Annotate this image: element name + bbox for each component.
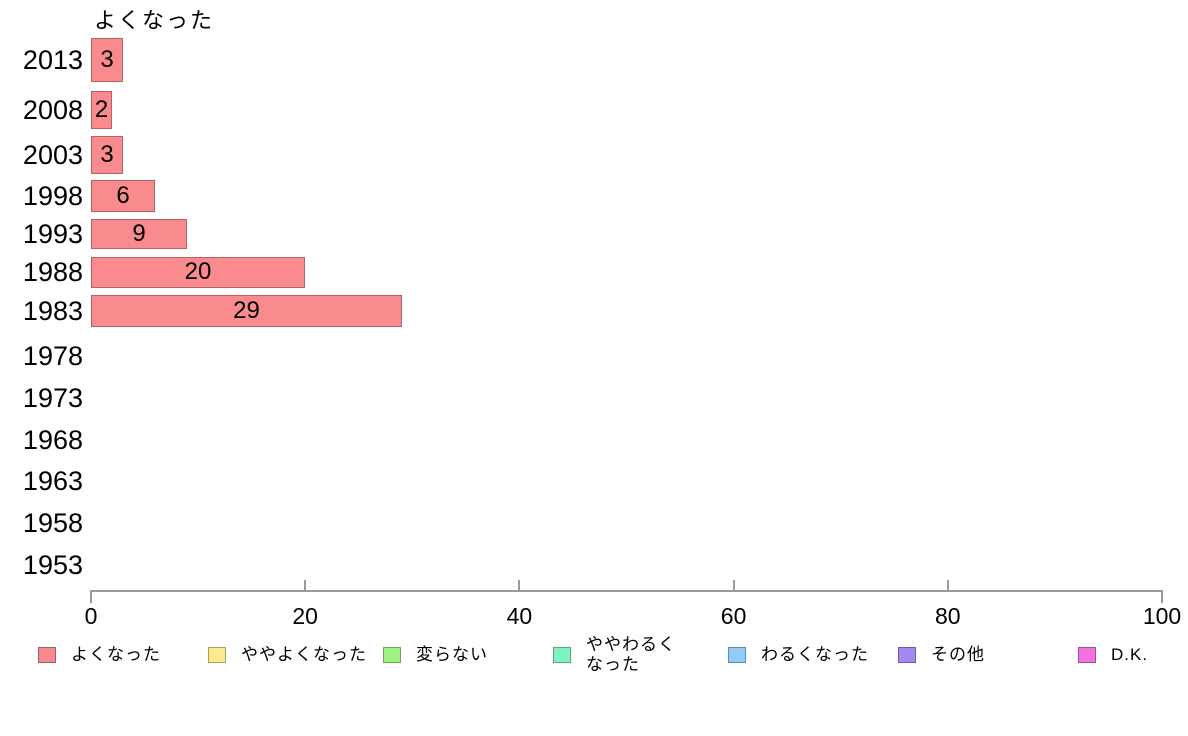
year-label: 1988	[22, 257, 83, 287]
bar-value-label: 29	[233, 297, 260, 324]
legend-swatch	[1078, 647, 1096, 663]
bar-value-label: 20	[184, 258, 212, 285]
bar-value-label: 2	[94, 96, 109, 123]
x-axis-tick	[304, 580, 307, 590]
bar: 6	[91, 180, 155, 212]
legend-item[interactable]: ややわるくなった	[553, 631, 682, 679]
legend-swatch	[898, 647, 916, 663]
legend-label: D.K.	[1111, 644, 1149, 664]
legend-swatch	[208, 647, 226, 663]
bar-value-label: 3	[100, 46, 114, 73]
legend-item[interactable]: よくなった	[38, 631, 161, 679]
bar: 29	[91, 295, 402, 327]
legend-swatch	[38, 647, 56, 663]
year-label: 2013	[22, 45, 83, 75]
year-label: 1963	[22, 466, 83, 496]
x-axis-tick-label: 40	[506, 603, 533, 629]
legend-label: 変らない	[416, 644, 488, 664]
bar-value-label: 6	[116, 182, 130, 209]
legend-swatch	[553, 647, 571, 663]
year-label: 1998	[22, 181, 83, 211]
bar-value-label: 9	[132, 220, 146, 247]
chart-title: よくなった	[94, 8, 215, 33]
year-label: 1953	[22, 550, 83, 580]
legend-item[interactable]: D.K.	[1078, 631, 1148, 679]
year-label: 1968	[22, 425, 83, 455]
legend-swatch	[383, 647, 401, 663]
x-axis-tick-label: 0	[84, 603, 98, 629]
year-label: 1958	[22, 508, 83, 538]
year-label: 1978	[22, 341, 83, 371]
x-axis-tick-label: 60	[720, 603, 747, 629]
legend-item[interactable]: 変らない	[383, 631, 488, 679]
bar: 2	[91, 91, 112, 129]
legend-label: ややわるくなった	[586, 634, 676, 674]
year-label: 1973	[22, 383, 83, 413]
year-label: 1993	[22, 219, 83, 249]
legend-item[interactable]: ややよくなった	[208, 631, 367, 679]
x-axis-line	[91, 590, 1163, 592]
bar: 20	[91, 256, 305, 288]
x-axis-tick	[90, 590, 92, 603]
bar: 3	[91, 136, 123, 174]
bar: 3	[91, 38, 123, 82]
x-axis-tick	[518, 580, 521, 590]
x-axis-tick-label: 20	[292, 603, 318, 629]
legend-label: わるくなった	[761, 644, 869, 664]
legend-swatch	[728, 647, 746, 663]
legend-label: ややよくなった	[241, 644, 367, 664]
year-label: 2003	[22, 140, 83, 170]
x-axis-tick-label: 100	[1142, 603, 1182, 629]
year-label: 2008	[22, 95, 83, 125]
x-axis-tick	[1161, 590, 1163, 603]
legend-label: その他	[931, 644, 985, 664]
x-axis-tick	[946, 580, 949, 590]
bar-value-label: 3	[100, 141, 114, 168]
x-axis-tick-label: 80	[935, 603, 961, 629]
legend-item[interactable]: わるくなった	[728, 631, 869, 679]
x-axis-tick	[732, 580, 735, 590]
legend-item[interactable]: その他	[898, 631, 985, 679]
bar: 9	[91, 219, 187, 249]
year-label: 1983	[22, 296, 83, 326]
legend-label: よくなった	[71, 644, 161, 664]
